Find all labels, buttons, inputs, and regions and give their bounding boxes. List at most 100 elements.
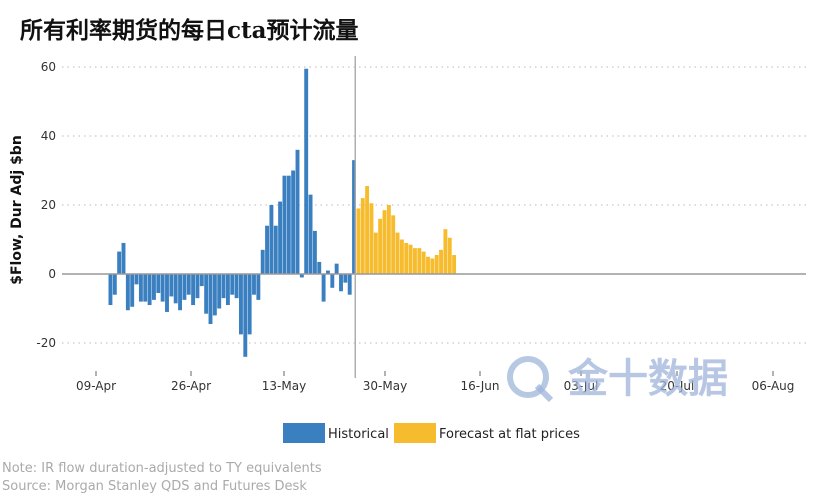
bar-historical (291, 170, 296, 274)
x-tick-label: 20-Jul (660, 379, 695, 393)
bar-historical (312, 230, 317, 275)
bar-historical (343, 274, 348, 283)
bar-forecast (430, 258, 435, 275)
bar-historical (195, 274, 200, 299)
bar-historical (243, 274, 248, 357)
y-tick-label: 0 (48, 267, 56, 281)
bar-historical (260, 249, 265, 274)
bar-historical (112, 274, 117, 295)
bar-historical (221, 274, 226, 299)
bar-historical (352, 160, 356, 274)
bar-historical (169, 274, 174, 297)
bar-forecast (452, 255, 457, 275)
bar-historical (160, 274, 165, 302)
x-tick-label: 09-Apr (76, 379, 116, 393)
bar-forecast (386, 205, 391, 274)
bar-historical (295, 149, 300, 274)
bar-forecast (426, 256, 430, 274)
bar-historical (125, 274, 130, 311)
legend-swatch-forecast (394, 423, 436, 443)
bar-historical (278, 201, 283, 274)
bar-historical (247, 274, 252, 335)
bar-historical (225, 274, 230, 306)
bar-historical (147, 274, 152, 306)
y-tick-label: -20 (36, 336, 56, 350)
bar-historical (108, 274, 113, 306)
y-tick-label: 40 (41, 129, 56, 143)
bar-forecast (395, 232, 400, 274)
bar-historical (256, 274, 261, 300)
bar-forecast (382, 210, 387, 275)
legend-label-historical: Historical (328, 427, 389, 442)
bar-historical (173, 274, 178, 304)
y-tick-label: 20 (41, 198, 56, 212)
source-text: Source: Morgan Stanley QDS and Futures D… (2, 479, 307, 494)
legend-label-forecast: Forecast at flat prices (439, 427, 580, 442)
bar-historical (134, 274, 139, 285)
bar-historical (165, 274, 169, 312)
bar-historical (239, 274, 243, 335)
legend-swatch-historical (283, 423, 325, 443)
bar-forecast (369, 203, 374, 274)
bar-historical (347, 274, 352, 295)
bar-forecast (373, 232, 378, 274)
watermark: 金十数据 (507, 356, 728, 403)
bar-historical (317, 261, 322, 275)
bar-historical (156, 274, 161, 293)
x-tick-labels: 09-Apr 26-Apr 13-May 30-May 16-Jun 03-Jul 20-J… (76, 371, 794, 393)
bar-forecast (391, 215, 396, 274)
x-tick-label: 03-Jul (564, 379, 599, 393)
bar-forecast (360, 198, 365, 274)
y-tick-label: 60 (41, 60, 56, 74)
bar-historical (178, 274, 182, 311)
legend: Historical Forecast at flat prices (283, 423, 580, 443)
bar-historical (286, 175, 291, 275)
bar-historical (269, 205, 274, 274)
bar-historical (304, 68, 309, 274)
bar-historical (339, 274, 343, 292)
x-tick-label: 16-Jun (460, 379, 499, 393)
bar-forecast (439, 249, 443, 274)
bar-historical (130, 274, 135, 307)
bar-historical (273, 225, 278, 274)
bar-forecast (399, 239, 404, 274)
bar-forecast (365, 186, 370, 274)
bar-historical (204, 274, 209, 314)
bar-historical (152, 274, 156, 300)
bars (108, 68, 457, 357)
bar-historical (308, 194, 313, 274)
bar-historical (186, 274, 191, 295)
x-tick-label: 30-May (363, 379, 407, 393)
bar-historical (330, 274, 335, 288)
bar-historical (282, 175, 287, 275)
x-tick-label: 13-May (262, 379, 306, 393)
bar-forecast (447, 237, 452, 275)
x-tick-label: 26-Apr (171, 379, 211, 393)
bar-historical (199, 274, 204, 287)
bar-forecast (417, 248, 422, 275)
bar-historical (265, 225, 269, 274)
bar-historical (334, 263, 339, 274)
bar-historical (182, 274, 187, 300)
bar-historical (143, 274, 148, 302)
bar-forecast (434, 255, 439, 275)
bar-historical (121, 242, 126, 274)
bar-forecast (356, 208, 361, 274)
chart-title: 所有利率期货的每日cta预计流量 (20, 17, 359, 44)
bar-historical (299, 274, 304, 278)
x-tick-label: 06-Aug (752, 379, 795, 393)
bar-historical (326, 270, 330, 274)
y-axis-label: $Flow, Dur Adj $bn (9, 135, 25, 285)
bar-forecast (443, 229, 448, 274)
bar-forecast (421, 251, 426, 274)
bar-historical (191, 274, 196, 306)
bar-historical (138, 274, 143, 302)
bar-historical (234, 274, 239, 299)
bar-historical (230, 274, 235, 295)
watermark-logo-icon (507, 356, 554, 403)
watermark-text: 金十数据 (567, 356, 728, 402)
bar-forecast (404, 242, 409, 274)
note-text: Note: IR flow duration-adjusted to TY eq… (2, 461, 322, 476)
gridlines (62, 66, 806, 344)
